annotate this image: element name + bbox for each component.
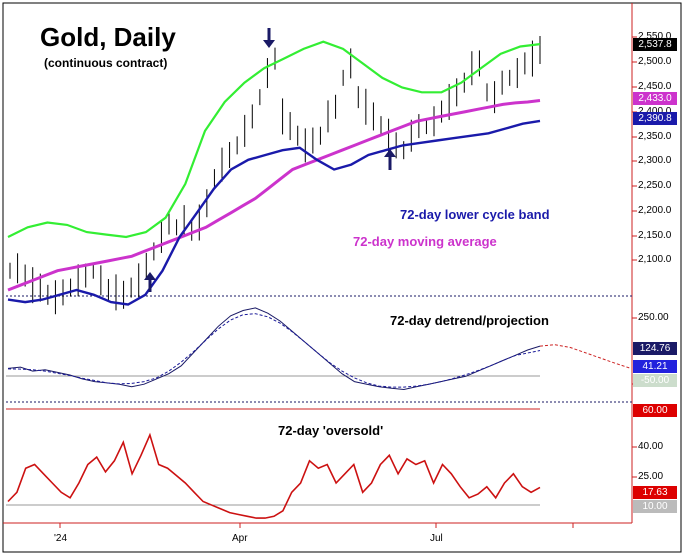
y-tick-label: 2,200.0 [638, 205, 672, 216]
y-tick-label: 2,350.0 [638, 131, 672, 142]
y-tick-label: 2,450.0 [638, 81, 672, 92]
y-tick-label: 40.00 [638, 441, 664, 452]
chart-subtitle: (continuous contract) [44, 56, 168, 70]
y-tick-label: 2,300.0 [638, 155, 672, 166]
x-tick-label: Apr [232, 533, 248, 544]
last-value-oversold-top: 60.00 [633, 404, 677, 417]
y-tick-label: 2,100.0 [638, 254, 672, 265]
last-value-moving-average: 2,433.0 [633, 92, 677, 105]
up-arrow-icon [144, 272, 156, 292]
panel-title-detrend: 72-day detrend/projection [390, 313, 549, 328]
last-value-oversold: 17.63 [633, 486, 677, 499]
y-tick-label: 250.00 [638, 312, 669, 323]
lower-band-line [7, 119, 541, 306]
detrend-line [7, 307, 541, 391]
y-tick-label: 2,250.0 [638, 180, 672, 191]
y-tick-label: 2,400.0 [638, 106, 671, 117]
up-arrow-icon [384, 149, 396, 170]
last-value-price: 2,537.8 [633, 38, 677, 51]
y-tick-label: 2,550.0 [638, 31, 672, 42]
last-value-projection: 41.21 [633, 360, 677, 373]
y-tick-label: 25.00 [638, 471, 664, 482]
projection-line [539, 344, 631, 369]
chart-title: Gold, Daily [40, 22, 176, 52]
upper-band-line [7, 40, 541, 239]
last-value-zero: -50.00 [633, 374, 677, 387]
moving-average-line [7, 99, 541, 292]
y-tick-label: 2,150.0 [638, 230, 672, 241]
x-tick-label: '24 [54, 533, 68, 544]
annotation-moving-average: 72-day moving average [353, 234, 497, 249]
panel-title-oversold: 72-day 'oversold' [278, 423, 384, 438]
price-bars [9, 35, 541, 315]
last-value-floor: 10.00 [633, 500, 677, 513]
oversold-line [7, 432, 541, 519]
x-tick-marks [59, 523, 574, 528]
detrend-smooth-line [7, 313, 541, 388]
down-arrow-icon [263, 28, 275, 48]
x-tick-label: Jul [430, 533, 443, 544]
y-tick-label: 2,500.0 [638, 56, 672, 67]
y-tick-marks [632, 36, 637, 478]
last-value-detrend: 124.76 [633, 342, 677, 355]
last-value-lower-band: 2,390.8 [633, 112, 677, 125]
annotation-lower-band: 72-day lower cycle band [400, 207, 550, 222]
